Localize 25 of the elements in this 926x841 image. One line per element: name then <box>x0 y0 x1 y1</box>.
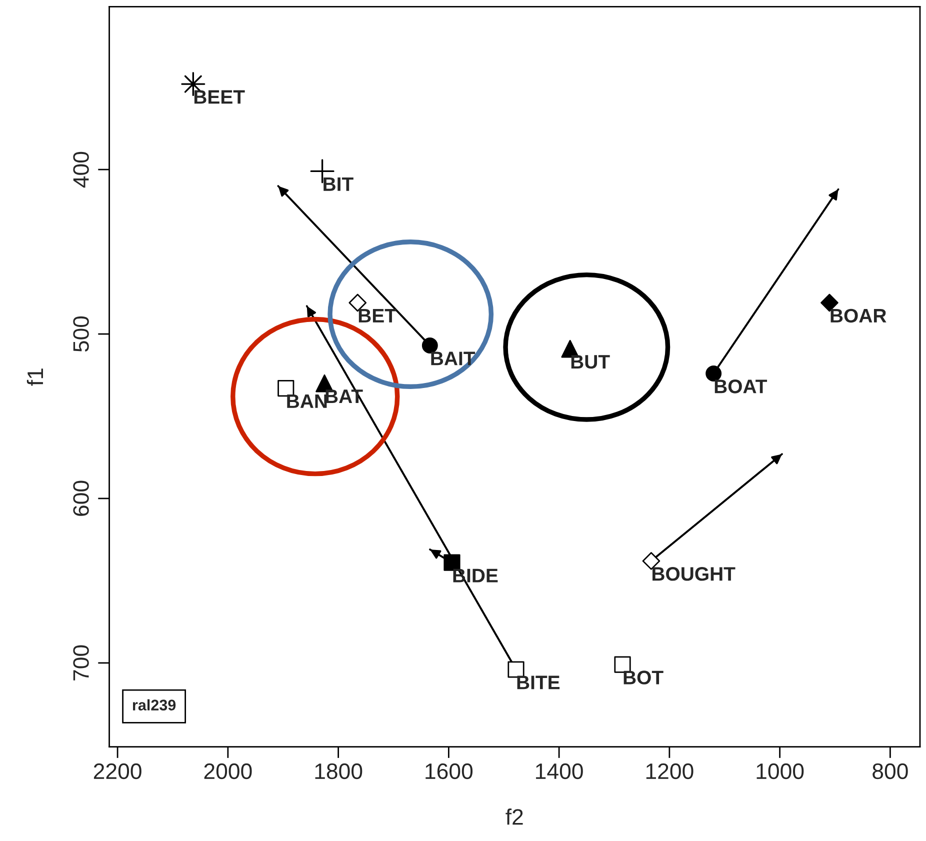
x-tick-label: 1800 <box>315 763 362 780</box>
y-tick-label: 700 <box>73 645 89 680</box>
x-tick-label: 1600 <box>426 763 473 780</box>
data-label: BOAR <box>830 308 886 323</box>
x-axis-title: f2 <box>506 808 523 825</box>
data-label: BEET <box>194 90 245 104</box>
x-tick-label: 2200 <box>94 763 142 780</box>
data-label: BUT <box>571 355 610 369</box>
x-tick-label: 800 <box>872 763 908 780</box>
y-tick-label: 500 <box>73 316 89 352</box>
x-tick-label: 2000 <box>204 763 252 780</box>
data-label: BOAT <box>714 380 768 394</box>
y-tick-label: 400 <box>73 152 89 188</box>
data-label: BOUGHT <box>652 567 736 581</box>
x-tick-label: 1200 <box>646 763 694 780</box>
y-axis-title: f1 <box>26 368 43 386</box>
x-tick-label: 1000 <box>756 763 804 780</box>
y-tick-label: 600 <box>73 480 89 516</box>
data-label: BITE <box>517 676 560 690</box>
data-label: BOT <box>624 670 664 684</box>
legend-title: ral239 <box>132 699 176 711</box>
data-label: BAN <box>287 394 327 408</box>
data-label: BIT <box>324 177 354 191</box>
x-tick-label: 1400 <box>536 763 583 780</box>
data-label: BET <box>358 309 396 322</box>
